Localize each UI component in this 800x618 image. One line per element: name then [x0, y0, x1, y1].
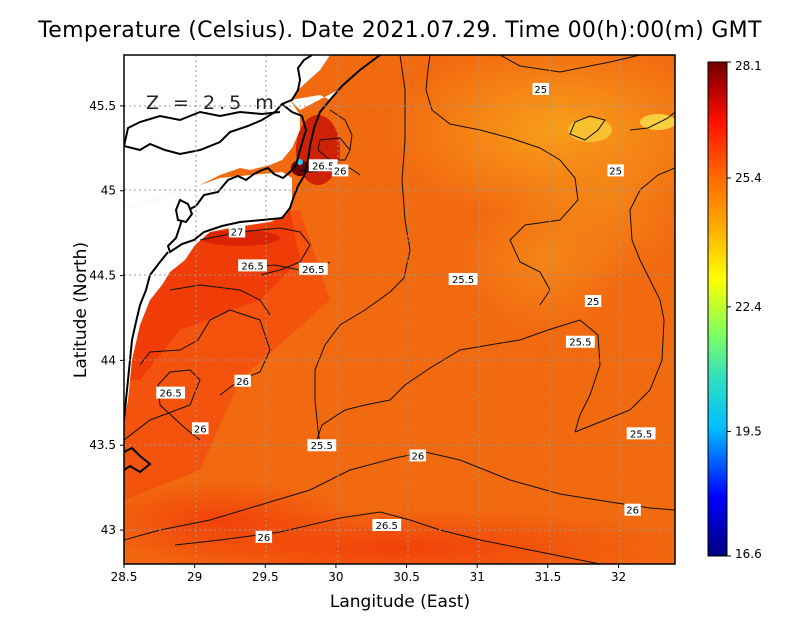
y-axis-title: Latitude (North): [71, 242, 91, 378]
contour-label: 26.5: [302, 265, 324, 276]
depth-label: Z = 2.5 m: [146, 92, 278, 114]
contour-label: 26: [194, 424, 207, 435]
contour-label: 27: [231, 227, 244, 238]
colorbar-tick-label: 28.1: [735, 59, 762, 73]
contour-label-box: [626, 427, 656, 440]
colorbar-tick-label: 16.6: [735, 547, 762, 561]
contour-label-box: [584, 295, 602, 308]
contour-label: 26: [626, 506, 639, 517]
contour-label-box: [565, 335, 595, 348]
x-tick-label: 31: [470, 570, 485, 584]
y-tick-label: 44: [101, 353, 116, 367]
x-tick-label: 29: [187, 570, 202, 584]
plot-frame: [123, 54, 676, 565]
contour-label: 25.5: [452, 275, 474, 286]
contour-label-box: [409, 449, 427, 462]
x-axis-ticks: 28.5 29 29.5 30 30.5 31 31.5 32: [111, 564, 626, 584]
x-tick-label: 32: [611, 570, 626, 584]
contour-label-box: [255, 530, 273, 543]
y-tick-label: 45: [101, 184, 116, 198]
contour-label-box: [624, 503, 641, 516]
colorbar-tick-label: 22.4: [735, 300, 762, 314]
x-tick-label: 30: [328, 570, 343, 584]
colorbar-tick-label: 19.5: [735, 424, 762, 438]
grid-lines: [124, 55, 675, 564]
colorbar-ticks: 28.1 25.4 22.4 19.5 16.6: [727, 59, 762, 561]
contour-label: 26.5: [159, 389, 181, 400]
contour-label: 25.5: [569, 338, 591, 349]
contour-label: 25.5: [630, 429, 652, 440]
y-tick-label: 45.5: [89, 99, 116, 113]
contour-label-box: [532, 82, 549, 95]
contour-label-box: [228, 225, 246, 238]
x-tick-label: 28.5: [111, 570, 138, 584]
x-tick-label: 30.5: [393, 570, 420, 584]
x-axis-title: Langitude (East): [330, 592, 470, 612]
contour-label: 26: [334, 166, 347, 177]
contour-label-box: [448, 272, 478, 285]
contour-label-box: [372, 518, 402, 531]
contour-label: 26.5: [241, 261, 263, 272]
contour-label-box: [238, 259, 267, 272]
contour-label: 25: [534, 85, 547, 96]
y-axis-ticks: 43 43.5 44 44.5 45 45.5: [89, 99, 124, 537]
land-west: [124, 172, 292, 420]
land-bay: [290, 90, 338, 110]
chart-title: Temperature (Celsius). Date 2021.07.29. …: [38, 18, 762, 43]
colorbar: 28.1 25.4 22.4 19.5 16.6: [707, 59, 762, 561]
contour-label-box: [308, 159, 338, 172]
contour-label: 25: [609, 166, 622, 177]
contour-label-box: [331, 164, 349, 177]
contour-label-box: [156, 386, 186, 399]
contour-label: 26.5: [376, 521, 398, 532]
y-tick-label: 44.5: [89, 269, 116, 283]
contour-label: 26: [258, 533, 271, 544]
land-north: [124, 55, 330, 208]
contour-label: 26.5: [312, 161, 334, 172]
y-tick-label: 43: [101, 523, 116, 537]
x-tick-label: 31.5: [534, 570, 561, 584]
contour-label: 26: [411, 451, 424, 462]
contour-label-box: [234, 374, 251, 387]
contour-label-box: [307, 439, 337, 452]
colorbar-scale: [707, 61, 728, 557]
contour-label-box: [607, 164, 624, 177]
colorbar-tick-label: 25.4: [735, 171, 762, 185]
contour-label-box: [192, 422, 209, 435]
contour-label: 25: [587, 297, 600, 308]
contour-label: 25.5: [311, 441, 333, 452]
contour-label-box: [298, 262, 328, 275]
y-tick-label: 43.5: [89, 438, 116, 452]
contour-label: 26: [236, 377, 249, 388]
x-tick-label: 29.5: [252, 570, 279, 584]
